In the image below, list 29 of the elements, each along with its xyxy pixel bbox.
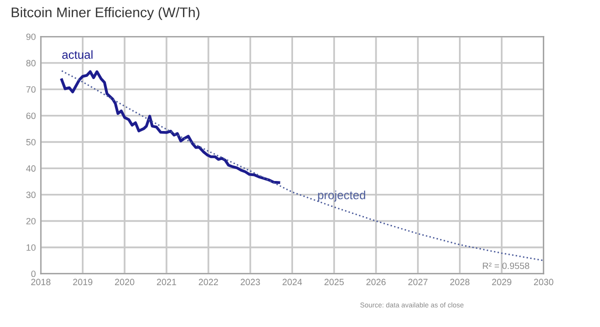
y-tick-label: 40: [26, 165, 36, 172]
y-tick-label: 80: [26, 60, 36, 66]
line-series: [61, 70, 544, 262]
x-tick-label: 2026: [366, 278, 386, 286]
y-tick-label: 90: [26, 34, 36, 40]
series-label: actual: [62, 50, 92, 59]
y-tick-label: 0: [31, 270, 36, 278]
x-tick-label: 2030: [534, 278, 554, 286]
y-tick-label: 50: [26, 138, 36, 146]
x-tick-label: 2019: [73, 278, 92, 286]
y-tick-label: 10: [26, 244, 36, 251]
y-tick-label: 20: [26, 218, 36, 224]
x-tick-label: 2022: [198, 278, 218, 286]
x-tick-label: 2021: [156, 278, 176, 286]
y-tick-label: 60: [26, 112, 36, 120]
x-tick-label: 2025: [324, 278, 344, 286]
series-label: projected: [318, 190, 366, 202]
y-tick-label: 30: [26, 192, 36, 198]
x-tick-label: 2027: [408, 278, 428, 286]
y-tick-label: 70: [26, 86, 36, 93]
x-tick-label: 2024: [282, 278, 302, 286]
x-tick-label: 2029: [492, 278, 512, 286]
x-tick-label: 2020: [115, 278, 134, 286]
chart-title: Bitcoin Miner Efficiency (W/Th): [12, 7, 200, 20]
x-tick-label: 2023: [240, 278, 260, 286]
annotation: R² = 0.9558: [482, 262, 530, 270]
x-tick-label: 2018: [31, 278, 50, 286]
x-tick-label: 2028: [450, 278, 470, 286]
line-series: [60, 70, 280, 184]
